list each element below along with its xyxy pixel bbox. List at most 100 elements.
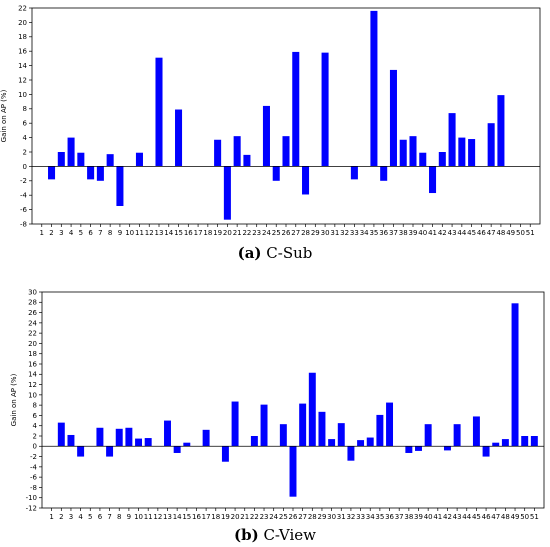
- chart-c-view-bar-27: [299, 403, 307, 447]
- chart-c-view-xtick-label: 28: [308, 513, 317, 521]
- chart-c-view-xtick-label: 13: [163, 513, 172, 521]
- chart-c-sub-bar-27: [292, 51, 300, 167]
- chart-c-view-bar-19: [221, 446, 229, 462]
- chart-c-view-bar-40: [424, 424, 432, 447]
- chart-c-sub-ytick-label: 20: [18, 19, 27, 27]
- chart-c-view-ylabel: Gain on AP (%): [10, 373, 18, 426]
- chart-c-view-xtick-label: 21: [240, 513, 249, 521]
- chart-c-sub-xtick-label: 8: [108, 229, 112, 237]
- chart-c-view-xtick-label: 9: [127, 513, 131, 521]
- chart-c-sub-ytick-label: -6: [20, 206, 28, 214]
- chart-c-view-ytick-label: -4: [30, 463, 38, 471]
- chart-c-sub-xtick-label: 16: [184, 229, 193, 237]
- chart-c-view-bar-43: [453, 424, 461, 447]
- chart-c-sub-bar-6: [87, 166, 95, 180]
- chart-c-sub-bar-33: [350, 166, 358, 180]
- chart-c-sub-bar-42: [438, 152, 446, 167]
- chart-c-sub-xtick-label: 21: [233, 229, 242, 237]
- chart-c-view-xtick-label: 46: [482, 513, 491, 521]
- chart-c-sub-xtick-label: 10: [125, 229, 134, 237]
- chart-c-sub-ylabel: Gain on AP (%): [0, 89, 8, 142]
- chart-c-view-xtick-label: 15: [182, 513, 191, 521]
- chart-c-sub-ytick-label: 14: [18, 62, 27, 70]
- chart-c-view-ytick-label: 2: [33, 432, 37, 440]
- chart-c-sub-xtick-label: 30: [321, 229, 330, 237]
- chart-c-view-bar-36: [386, 402, 394, 447]
- chart-c-sub-xtick-label: 47: [487, 229, 496, 237]
- chart-c-sub-xtick-label: 41: [428, 229, 437, 237]
- caption-c-view-text: C-View: [263, 526, 316, 544]
- chart-c-view-bar-4: [77, 446, 85, 457]
- chart-c-view-xtick-label: 51: [530, 513, 539, 521]
- chart-c-sub-xtick-label: 36: [379, 229, 388, 237]
- chart-c-view-bar-11: [144, 438, 152, 447]
- chart-c-view-ytick-label: 4: [33, 422, 38, 430]
- chart-c-sub-bar-2: [48, 166, 56, 180]
- chart-c-view-bar-39: [415, 446, 422, 451]
- caption-c-sub-text: C-Sub: [266, 244, 313, 262]
- chart-c-sub-ytick-label: 2: [23, 148, 27, 156]
- chart-c-sub-bar-43: [448, 113, 456, 167]
- chart-c-sub-bar-13: [155, 57, 163, 167]
- chart-c-view-xtick-label: 41: [433, 513, 442, 521]
- chart-c-view-xtick-label: 48: [501, 513, 510, 521]
- chart-c-sub-ytick-label: 8: [23, 105, 27, 113]
- chart-c-view-bar-22: [250, 436, 258, 447]
- chart-c-sub-xtick-label: 39: [409, 229, 418, 237]
- chart-c-view-xtick-label: 34: [366, 513, 375, 521]
- chart-c-sub-xtick-label: 26: [282, 229, 291, 237]
- chart-c-view-bar-13: [164, 420, 171, 447]
- chart-c-sub-bar-38: [399, 139, 407, 167]
- chart-c-sub-ytick-label: 16: [18, 48, 27, 56]
- chart-c-view-bar-15: [183, 442, 191, 447]
- chart-c-sub-xtick-label: 11: [135, 229, 144, 237]
- chart-c-sub-ytick-label: 0: [23, 163, 27, 171]
- chart-c-sub-bar-40: [419, 152, 427, 167]
- chart-c-view-bar-25: [279, 424, 287, 447]
- chart-c-view-xtick-label: 30: [327, 513, 336, 521]
- chart-c-view-xtick-label: 5: [88, 513, 92, 521]
- chart-c-view-bar-26: [289, 446, 297, 497]
- chart-c-view-xtick-label: 2: [59, 513, 63, 521]
- chart-c-sub-xtick-label: 49: [506, 229, 515, 237]
- chart-c-view-xtick-label: 49: [511, 513, 520, 521]
- chart-c-view-xtick-label: 7: [107, 513, 111, 521]
- chart-c-view-xtick-label: 42: [443, 513, 452, 521]
- chart-c-view-ytick-label: 22: [28, 330, 37, 338]
- chart-c-sub-xtick-label: 19: [213, 229, 222, 237]
- chart-c-view-xtick-label: 43: [453, 513, 462, 521]
- chart-c-view-xtick-label: 10: [134, 513, 143, 521]
- chart-c-sub-bar-45: [468, 139, 476, 167]
- chart-c-view-ytick-label: 10: [28, 391, 37, 399]
- chart-c-view-xtick-label: 36: [385, 513, 394, 521]
- chart-c-sub-ytick-label: -4: [20, 192, 28, 200]
- chart-c-sub-ytick-label: 12: [18, 76, 27, 84]
- chart-c-sub-xtick-label: 7: [98, 229, 102, 237]
- chart-c-sub-bar-44: [458, 137, 466, 167]
- chart-c-sub-xtick-label: 31: [330, 229, 339, 237]
- chart-c-view-xtick-label: 23: [260, 513, 269, 521]
- chart-c-view-xtick-label: 31: [337, 513, 346, 521]
- chart-c-view-xtick-label: 17: [202, 513, 211, 521]
- chart-c-sub-ytick-label: -2: [20, 177, 27, 185]
- chart-c-sub-bar-39: [409, 136, 417, 167]
- chart-c-sub-xtick-label: 50: [516, 229, 525, 237]
- chart-c-sub-bar-21: [233, 136, 241, 167]
- chart-c-view-bar-14: [173, 446, 181, 453]
- chart-c-sub-xtick-label: 28: [301, 229, 310, 237]
- chart-c-sub-bar-35: [370, 10, 378, 167]
- chart-c-sub-xtick-label: 1: [40, 229, 44, 237]
- chart-c-view-bar-42: [443, 446, 451, 451]
- chart-c-view-bar-23: [260, 404, 268, 447]
- chart-c-sub-bar-26: [282, 136, 290, 167]
- chart-c-sub-xtick-label: 4: [69, 229, 74, 237]
- chart-c-sub-xtick-label: 13: [155, 229, 164, 237]
- chart-c-view-bar-8: [115, 428, 123, 447]
- chart-c-sub-xtick-label: 2: [49, 229, 53, 237]
- chart-c-sub-bar-20: [223, 166, 231, 220]
- chart-c-sub-bar-8: [106, 154, 114, 167]
- chart-c-view-xtick-label: 26: [289, 513, 298, 521]
- chart-c-view-ytick-label: 24: [28, 319, 37, 327]
- chart-c-sub-xtick-label: 23: [252, 229, 261, 237]
